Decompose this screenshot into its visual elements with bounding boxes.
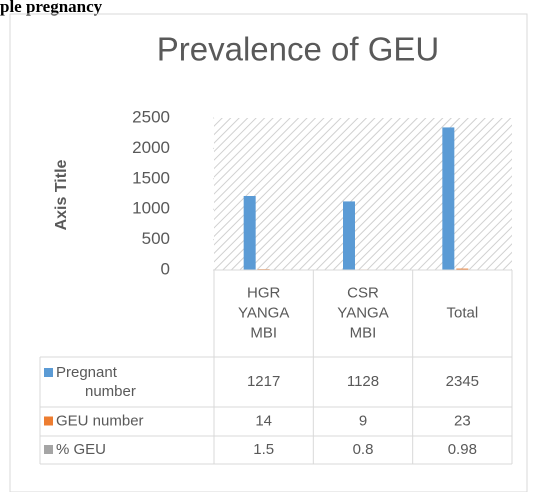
table-value: 9 — [359, 412, 367, 429]
legend-label: Pregnant number — [56, 364, 136, 400]
y-axis-title: Axis Title — [53, 159, 70, 230]
bar — [343, 201, 355, 270]
table-value: 23 — [454, 412, 471, 429]
table-value: 2345 — [446, 373, 479, 390]
legend-label: GEU number — [56, 412, 144, 429]
legend-swatch — [44, 445, 53, 454]
y-tick-label: 2000 — [132, 138, 170, 157]
page-heading: ple pregnancy — [0, 0, 103, 16]
x-tick-label: HGR YANGA MBI — [238, 284, 289, 341]
legend-label: % GEU — [56, 441, 106, 458]
table-value: 1.5 — [253, 441, 274, 458]
x-tick-label: CSR YANGA MBI — [337, 284, 388, 341]
legend-swatch — [44, 416, 53, 426]
y-tick-label: 1000 — [132, 199, 170, 218]
chart-border — [9, 13, 528, 492]
plot-background — [214, 118, 512, 270]
x-tick-label: Total — [446, 304, 478, 321]
bar — [442, 127, 455, 270]
y-tick-label: 0 — [161, 259, 170, 278]
y-tick-label: 2500 — [132, 107, 170, 126]
table-value: 14 — [255, 412, 272, 429]
table-value: 1128 — [347, 373, 379, 390]
bar — [456, 268, 469, 270]
table-value: 1217 — [247, 373, 280, 390]
y-tick-label: 1500 — [132, 168, 170, 187]
bar — [243, 196, 256, 270]
y-tick-label: 500 — [142, 229, 170, 248]
legend-swatch — [44, 368, 53, 377]
chart-title: Prevalence of GEU — [157, 31, 439, 68]
table-value: 0.98 — [448, 441, 477, 458]
table-value: 0.8 — [353, 441, 374, 458]
